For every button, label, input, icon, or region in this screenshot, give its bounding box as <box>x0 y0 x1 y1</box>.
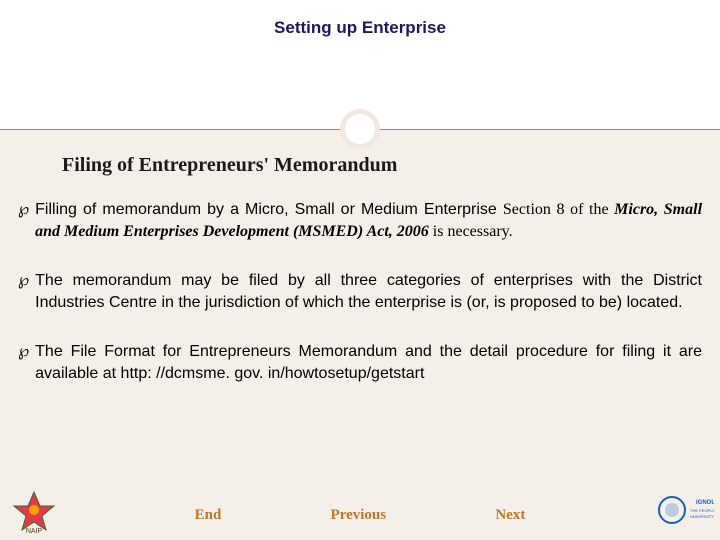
svg-text:NAIP: NAIP <box>26 528 43 534</box>
ignou-logo: IGNOU THE PEOPLE'S UNIVERSITY <box>656 492 714 534</box>
circle-decoration <box>340 109 380 149</box>
previous-link[interactable]: Previous <box>331 507 387 524</box>
svg-text:UNIVERSITY: UNIVERSITY <box>690 514 714 519</box>
bullet-marker-icon: ℘ <box>18 341 29 384</box>
naip-logo: NAIP <box>6 488 62 534</box>
content-area: Filing of Entrepreneurs' Memorandum ℘ Fi… <box>0 130 720 540</box>
bullet-text: The File Format for Entrepreneurs Memora… <box>35 341 702 384</box>
svg-text:IGNOU: IGNOU <box>696 500 714 506</box>
svg-text:THE PEOPLE'S: THE PEOPLE'S <box>690 508 714 513</box>
nav-row: End Previous Next <box>0 507 720 524</box>
section-title: Filing of Entrepreneurs' Memorandum <box>62 154 702 177</box>
end-link[interactable]: End <box>195 507 222 524</box>
bullet-marker-icon: ℘ <box>18 270 29 313</box>
bullet-serif: Section 8 of the <box>503 201 614 218</box>
list-item: ℘ Filling of memorandum by a Micro, Smal… <box>18 199 702 242</box>
bullet-text: The memorandum may be filed by all three… <box>35 270 702 313</box>
next-link[interactable]: Next <box>495 507 525 524</box>
bullet-list: ℘ Filling of memorandum by a Micro, Smal… <box>18 199 702 385</box>
bullet-tail: is necessary. <box>429 223 513 240</box>
bullet-text: Filling of memorandum by a Micro, Small … <box>35 199 702 242</box>
bullet-lead: Filling of memorandum by a Micro, Small … <box>35 201 503 218</box>
header-title: Setting up Enterprise <box>0 0 720 38</box>
list-item: ℘ The memorandum may be filed by all thr… <box>18 270 702 313</box>
list-item: ℘ The File Format for Entrepreneurs Memo… <box>18 341 702 384</box>
slide: Setting up Enterprise Filing of Entrepre… <box>0 0 720 540</box>
bullet-marker-icon: ℘ <box>18 199 29 242</box>
header: Setting up Enterprise <box>0 0 720 130</box>
